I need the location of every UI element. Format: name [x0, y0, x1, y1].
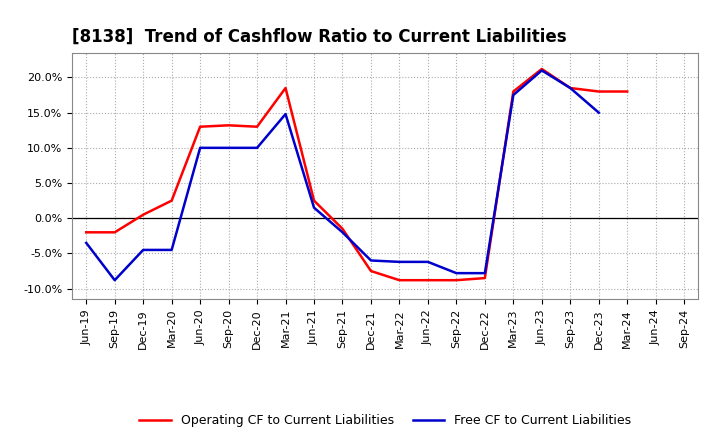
- Free CF to Current Liabilities: [566, 85, 575, 91]
- Operating CF to Current Liabilities: [110, 230, 119, 235]
- Free CF to Current Liabilities: [537, 68, 546, 73]
- Free CF to Current Liabilities: [196, 145, 204, 150]
- Operating CF to Current Liabilities: [139, 212, 148, 217]
- Legend: Operating CF to Current Liabilities, Free CF to Current Liabilities: Operating CF to Current Liabilities, Fre…: [135, 409, 636, 432]
- Line: Free CF to Current Liabilities: Free CF to Current Liabilities: [86, 70, 599, 280]
- Operating CF to Current Liabilities: [196, 124, 204, 129]
- Operating CF to Current Liabilities: [282, 85, 290, 91]
- Operating CF to Current Liabilities: [167, 198, 176, 203]
- Free CF to Current Liabilities: [595, 110, 603, 115]
- Free CF to Current Liabilities: [253, 145, 261, 150]
- Operating CF to Current Liabilities: [366, 268, 375, 274]
- Free CF to Current Liabilities: [480, 271, 489, 276]
- Operating CF to Current Liabilities: [509, 89, 518, 94]
- Text: [8138]  Trend of Cashflow Ratio to Current Liabilities: [8138] Trend of Cashflow Ratio to Curren…: [72, 28, 567, 46]
- Free CF to Current Liabilities: [509, 92, 518, 98]
- Line: Operating CF to Current Liabilities: Operating CF to Current Liabilities: [86, 69, 627, 280]
- Operating CF to Current Liabilities: [338, 226, 347, 231]
- Free CF to Current Liabilities: [395, 259, 404, 264]
- Free CF to Current Liabilities: [452, 271, 461, 276]
- Operating CF to Current Liabilities: [480, 275, 489, 281]
- Operating CF to Current Liabilities: [82, 230, 91, 235]
- Operating CF to Current Liabilities: [452, 278, 461, 283]
- Operating CF to Current Liabilities: [623, 89, 631, 94]
- Free CF to Current Liabilities: [110, 278, 119, 283]
- Operating CF to Current Liabilities: [423, 278, 432, 283]
- Free CF to Current Liabilities: [225, 145, 233, 150]
- Free CF to Current Liabilities: [82, 240, 91, 246]
- Operating CF to Current Liabilities: [310, 198, 318, 203]
- Free CF to Current Liabilities: [338, 230, 347, 235]
- Operating CF to Current Liabilities: [595, 89, 603, 94]
- Operating CF to Current Liabilities: [395, 278, 404, 283]
- Operating CF to Current Liabilities: [566, 85, 575, 91]
- Operating CF to Current Liabilities: [537, 66, 546, 72]
- Free CF to Current Liabilities: [139, 247, 148, 253]
- Free CF to Current Liabilities: [423, 259, 432, 264]
- Free CF to Current Liabilities: [366, 258, 375, 263]
- Free CF to Current Liabilities: [310, 205, 318, 210]
- Free CF to Current Liabilities: [282, 111, 290, 117]
- Free CF to Current Liabilities: [167, 247, 176, 253]
- Operating CF to Current Liabilities: [225, 123, 233, 128]
- Operating CF to Current Liabilities: [253, 124, 261, 129]
